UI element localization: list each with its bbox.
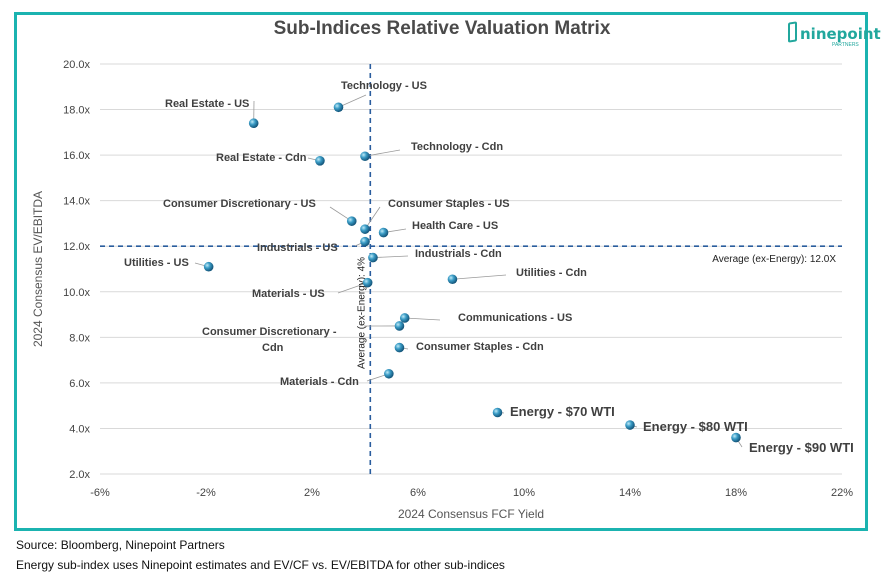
y-axis-title: 2024 Consensus EV/EBITDA [31,191,45,347]
point-label: Consumer Discretionary -Cdn [202,326,337,354]
data-point [625,420,635,430]
data-point [362,277,373,288]
y-tick-label: 6.0x [69,378,90,390]
point-label: Industrials - Cdn [415,248,502,260]
y-tick-label: 20.0x [63,59,90,71]
logo-word: ninepoint [800,25,881,43]
data-point [492,407,503,418]
x-tick-label: 14% [619,487,641,499]
point-label: Consumer Staples - Cdn [416,341,544,353]
leader-line [404,317,441,321]
x-tick-label: -2% [196,487,216,499]
scatter-plot: 2.0x 4.0x 6.0x 8.0x 10.0x 12.0x 14.0x 16.0x 18.0… [31,59,854,521]
y-tick-label: 16.0x [63,150,90,162]
data-point [346,216,357,226]
point-label: Utilities - US [124,257,189,269]
point-label: Technology - Cdn [411,141,503,153]
data-point [394,342,405,353]
data-point [315,156,325,166]
data-point [447,274,458,285]
point-label: Utilities - Cdn [516,267,587,279]
leader-line [364,149,401,157]
leader-line [337,282,368,294]
data-point [333,102,344,113]
data-point [384,368,394,379]
data-point [203,261,214,272]
energy-note: Energy sub-index uses Ninepoint estimate… [16,558,505,572]
point-label: Communications - US [458,312,572,324]
data-point [360,236,370,247]
avg-y-label: Average (ex-Energy): 12.0X [712,254,836,265]
point-label: Real Estate - Cdn [216,152,307,164]
data-point [731,432,741,443]
y-tick-label: 14.0x [63,196,90,208]
leader-line [338,94,367,108]
point-label: Consumer Staples - US [388,198,510,210]
x-axis-title: 2024 Consensus FCF Yield [398,507,544,521]
point-label: Health Care - US [412,220,498,232]
data-point [368,252,378,263]
x-tick-label: 22% [831,487,853,499]
data-point [360,151,370,162]
y-tick-label: 10.0x [63,287,90,299]
point-label: Energy - $70 WTI [510,404,615,419]
leader-line [452,274,507,280]
y-tick-label: 4.0x [69,423,90,435]
data-point [378,227,389,238]
ninepoint-logo: ninepoint PARTNERS [788,21,881,48]
point-label: Energy - $80 WTI [643,419,748,434]
point-label: Technology - US [341,80,427,92]
data-point [248,118,259,129]
logo-sub: PARTNERS [832,42,859,48]
y-tick-label: 18.0x [63,105,90,117]
chart-title: Sub-Indices Relative Valuation Matrix [273,18,611,39]
point-label: Materials - US [252,288,325,300]
x-tick-label: -6% [90,487,110,499]
leader-line [372,255,409,259]
data-point [399,313,410,323]
y-tick-label: 2.0x [69,469,90,481]
point-label: Energy - $90 WTI [749,440,854,455]
chart-frame [14,12,868,531]
source-note: Source: Bloomberg, Ninepoint Partners [16,538,225,552]
point-label: Consumer Discretionary - US [163,198,316,210]
point-label: Industrials - US [257,242,338,254]
y-tick-label: 8.0x [69,332,90,344]
x-tick-label: 2% [304,487,320,499]
data-point [394,321,405,331]
data-point [360,224,370,234]
point-label: Materials - Cdn [280,376,359,388]
point-label: Real Estate - US [165,98,249,110]
y-tick-label: 12.0x [63,241,90,253]
x-tick-label: 10% [513,487,535,499]
x-tick-label: 6% [410,487,426,499]
x-tick-label: 18% [725,487,747,499]
avg-x-label: Average (ex-Energy): 4% [356,257,367,369]
